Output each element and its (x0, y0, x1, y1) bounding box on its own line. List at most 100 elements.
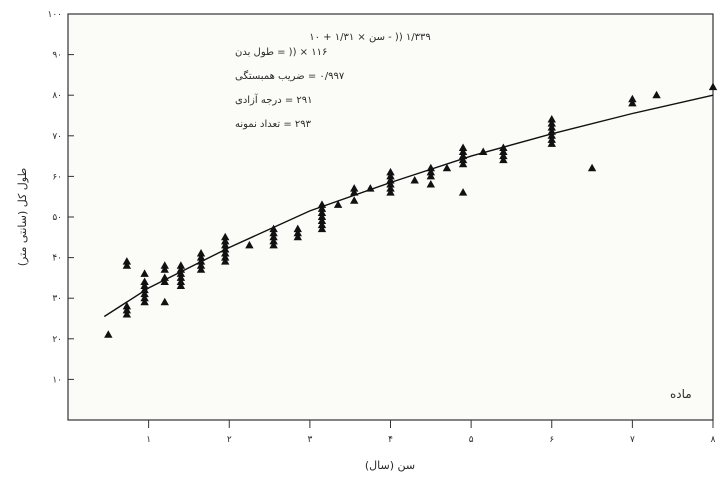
data-point (458, 159, 468, 168)
data-point (350, 188, 359, 196)
data-point (140, 285, 149, 294)
data-point (176, 273, 186, 281)
data-point (458, 143, 468, 151)
data-point (547, 135, 556, 143)
data-point (333, 200, 343, 208)
annotation-label: ماده (670, 387, 692, 401)
y-tick-label: ۴۰ (52, 254, 62, 264)
data-point (221, 232, 230, 241)
data-point (410, 175, 419, 184)
y-tick-label: ۷۰ (52, 132, 62, 142)
data-point (458, 155, 468, 164)
data-point (196, 253, 206, 261)
data-point (293, 232, 302, 241)
data-point (499, 151, 508, 160)
data-point (628, 98, 637, 107)
data-point (176, 277, 186, 285)
x-tick-label: ۸ (711, 435, 716, 445)
y-tick-label: ۸۰ (52, 91, 62, 101)
data-point (269, 232, 278, 241)
data-point (221, 240, 230, 249)
stats-line-4: ۲۹۳ = تعداد نمونه (235, 119, 312, 130)
data-point (221, 244, 230, 253)
data-point (160, 297, 169, 306)
data-point (221, 236, 230, 245)
data-point (317, 200, 327, 208)
data-point (386, 180, 395, 188)
y-tick-label: ۱۰۰ (47, 10, 62, 20)
data-point (386, 171, 395, 180)
chart-title: ۱/۳۳۹ (( - سن × ۱/۳۱ + ۱۰ (309, 32, 431, 43)
data-points (104, 82, 718, 338)
data-point (426, 167, 436, 176)
data-point (317, 220, 327, 229)
data-point (122, 305, 132, 314)
data-point (140, 293, 149, 302)
data-point (317, 224, 327, 233)
data-point (140, 289, 149, 298)
data-point (499, 147, 508, 156)
data-point (317, 212, 327, 220)
data-point (221, 253, 230, 261)
data-point (160, 261, 169, 269)
stats-line-2: ۰/۹۹۷ = ضریب همبستگی (235, 70, 345, 82)
x-tick-label: ۵ (469, 435, 474, 445)
data-point (269, 228, 278, 237)
data-point (547, 119, 556, 127)
data-point (293, 228, 302, 237)
data-point (547, 131, 556, 139)
plot-frame (67, 13, 714, 421)
y-tick-label: ۵۰ (52, 213, 62, 223)
data-point (499, 155, 508, 164)
data-point (160, 273, 169, 281)
data-point (140, 281, 149, 290)
data-point (160, 265, 169, 273)
stats-line-3: ۲۹۱ = درجه آزادی (235, 93, 313, 106)
data-point (426, 180, 436, 188)
data-point (366, 184, 375, 192)
data-point (221, 257, 230, 265)
data-point (269, 224, 278, 233)
y-tick-label: ۱۰ (52, 375, 62, 385)
data-point (176, 269, 186, 277)
y-tick-label: ۳۰ (52, 294, 62, 304)
data-point (652, 90, 661, 99)
data-point (458, 147, 468, 156)
data-point (196, 265, 206, 273)
data-point (587, 163, 597, 172)
data-point (350, 184, 359, 192)
data-point (140, 269, 149, 277)
x-tick-label: ۳ (307, 435, 312, 445)
data-point (122, 261, 132, 269)
data-point (122, 257, 132, 265)
x-tick-label: ۲ (227, 435, 232, 445)
data-point (176, 265, 186, 273)
data-point (140, 297, 149, 306)
data-point (122, 309, 132, 318)
y-tick-label: ۲۰ (52, 335, 62, 345)
data-point (350, 196, 359, 204)
data-point (547, 123, 556, 131)
data-point (176, 261, 186, 269)
data-point (628, 94, 637, 103)
data-point (547, 127, 556, 135)
x-tick-label: ۴ (388, 435, 393, 445)
data-point (221, 249, 230, 257)
data-point (245, 240, 254, 249)
data-point (426, 171, 436, 180)
data-point (442, 163, 452, 172)
data-point (426, 163, 436, 172)
y-axis-label: طول کل (سانتی متر) (16, 168, 29, 267)
y-axis: ۱۰ ۲۰ ۳۰ ۴۰ ۵۰ ۶۰ ۷۰ ۸۰ ۹۰ ۱۰۰ (47, 10, 74, 385)
x-axis-label: سن (سال) (365, 459, 415, 472)
data-point (547, 139, 556, 147)
data-point (196, 257, 206, 265)
data-point (122, 301, 132, 310)
data-point (708, 82, 718, 91)
y-tick-label: ۶۰ (52, 172, 62, 182)
data-point (269, 236, 278, 245)
y-tick-label: ۹۰ (52, 51, 62, 61)
data-point (386, 167, 395, 176)
data-point (176, 281, 186, 290)
